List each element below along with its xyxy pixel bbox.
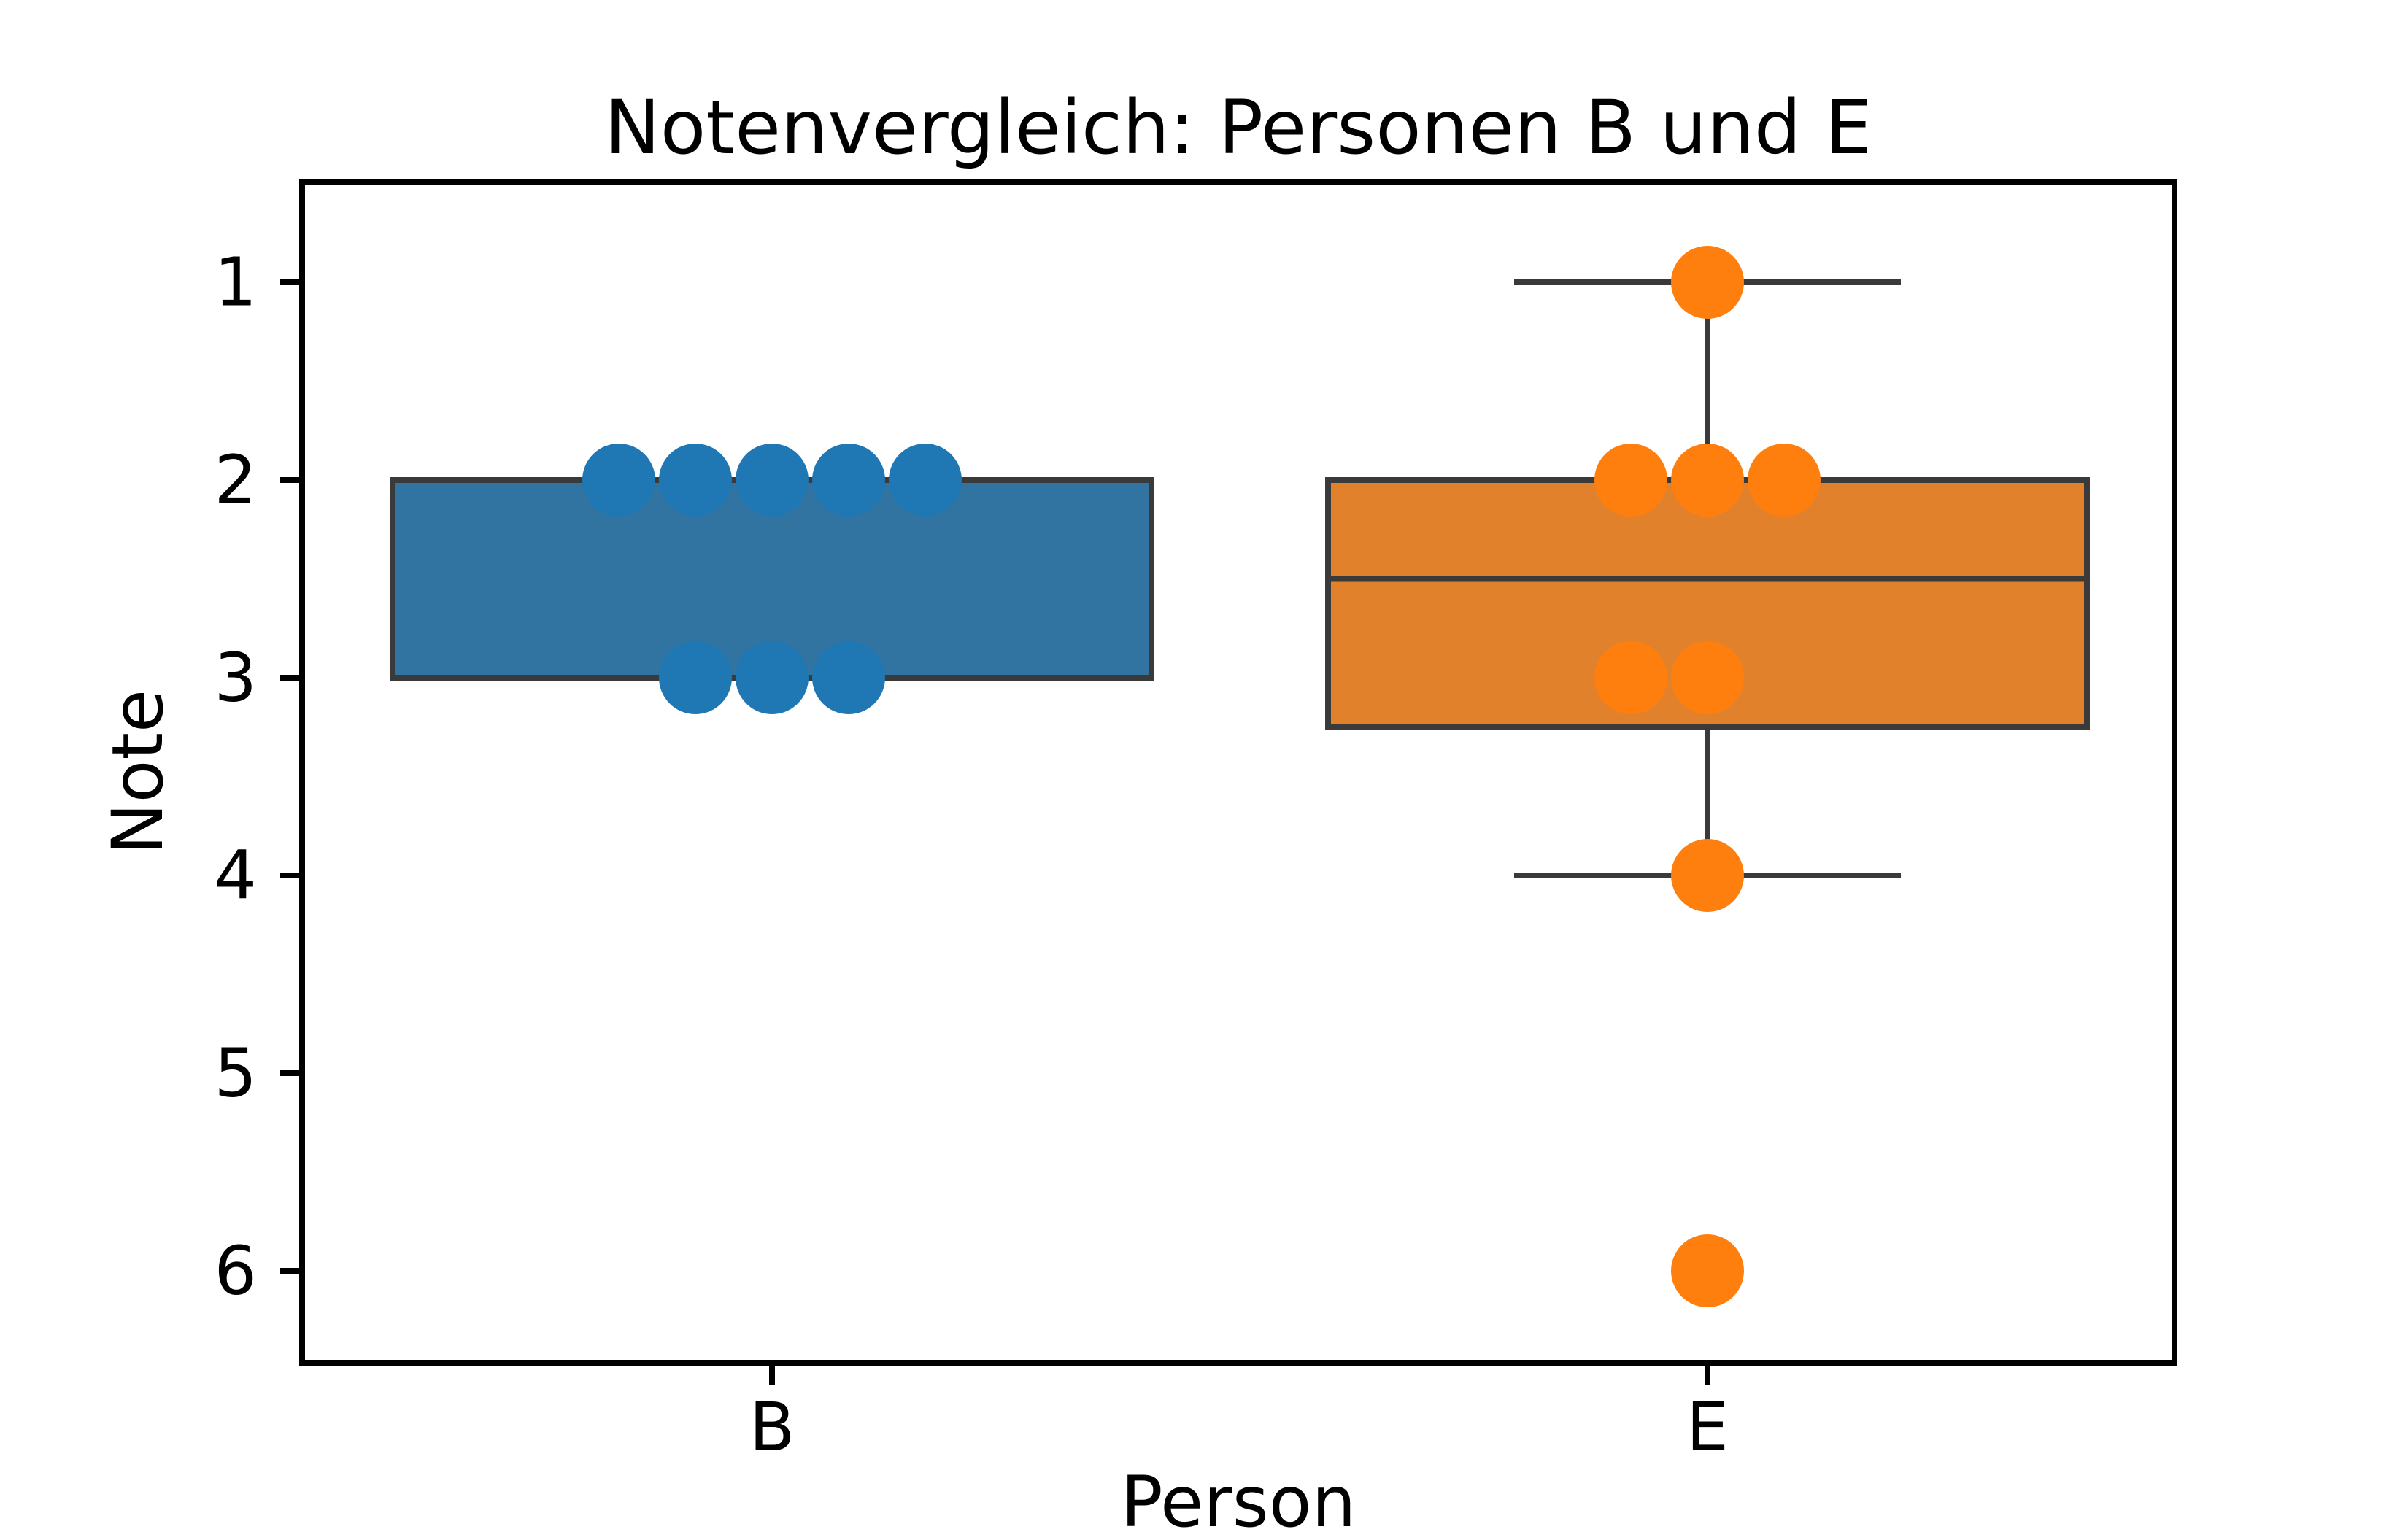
y-tick-label: 4 — [214, 837, 257, 915]
strip-dot-E — [1594, 444, 1667, 517]
strip-dot-E — [1671, 444, 1744, 517]
strip-dot-B — [812, 444, 885, 517]
y-tick-label: 3 — [214, 639, 257, 717]
y-tick-label: 1 — [214, 244, 257, 322]
axes-border — [299, 179, 2177, 1366]
strip-dot-E — [1671, 1234, 1744, 1307]
y-axis-label: Note — [97, 689, 179, 855]
chart-title: Notenvergleich: Personen B und E — [605, 85, 1872, 171]
y-tick-label: 2 — [214, 441, 257, 519]
y-tick-label: 5 — [214, 1034, 257, 1113]
x-tick-label: B — [749, 1388, 795, 1466]
strip-dot-E — [1671, 641, 1744, 714]
x-tick-label: E — [1686, 1388, 1729, 1466]
strip-dot-B — [736, 641, 809, 714]
x-axis-label: Person — [1121, 1461, 1357, 1532]
strip-dot-E — [1594, 641, 1667, 714]
strip-dots-layer — [582, 246, 1821, 1307]
strip-dot-B — [889, 444, 962, 517]
strip-dot-B — [659, 444, 732, 517]
strip-dot-B — [736, 444, 809, 517]
y-tick-label: 6 — [214, 1232, 257, 1310]
strip-dot-E — [1671, 839, 1744, 912]
strip-dot-E — [1671, 246, 1744, 319]
strip-dot-B — [582, 444, 655, 517]
y-axis-ticks: 1 2 3 4 5 6 — [214, 244, 302, 1310]
strip-dot-B — [659, 641, 732, 714]
strip-dot-B — [812, 641, 885, 714]
strip-dot-E — [1748, 444, 1821, 517]
